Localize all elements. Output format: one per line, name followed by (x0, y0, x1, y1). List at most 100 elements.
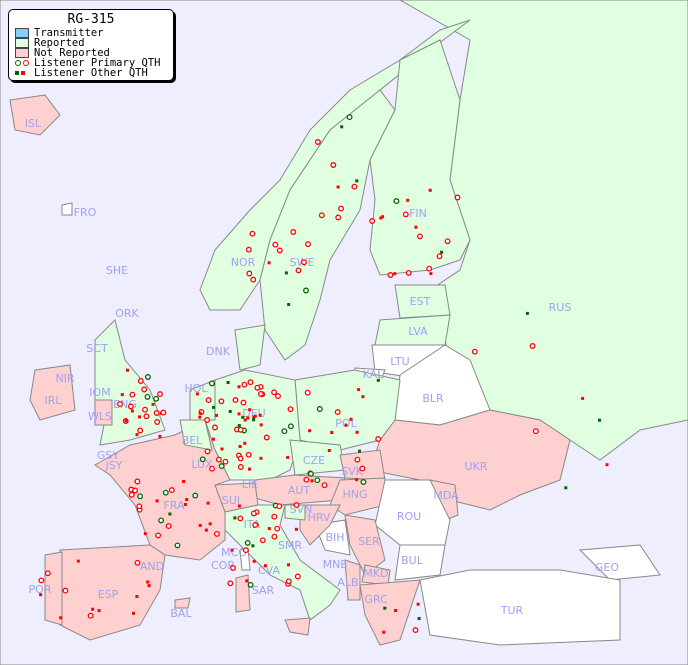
listener-primary-qth (237, 515, 244, 522)
listener-primary-qth (141, 386, 148, 393)
listener-primary-qth (155, 532, 162, 539)
country-label-sar: SAR (252, 584, 275, 597)
listener-primary-qth (318, 212, 325, 219)
country-label-geo: GEO (595, 561, 619, 574)
listener-other-qth (208, 522, 212, 526)
country-label-fra: FRA (163, 499, 185, 512)
listener-primary-qth (303, 287, 309, 294)
listener-primary-qth (246, 270, 253, 277)
country-label-mne: MNE (323, 558, 348, 571)
listener-other-qth (287, 303, 291, 306)
listener-other-qth (212, 405, 216, 409)
country-label-wls: WLS (88, 410, 112, 423)
listener-primary-qth (346, 114, 353, 121)
listener-primary-qth (274, 525, 281, 532)
country-label-kal: KAL (363, 368, 385, 381)
listener-primary-qth (212, 424, 218, 431)
listener-other-qth (253, 414, 257, 418)
listener-other-qth (182, 480, 186, 483)
listener-other-qth (382, 630, 386, 634)
listener-primary-qth (222, 458, 229, 465)
listener-other-qth (308, 429, 312, 433)
listener-primary-qth (252, 522, 259, 528)
listener-primary-qth (192, 492, 199, 499)
listener-other-qth (525, 311, 529, 315)
listener-other-qth (416, 602, 420, 606)
listener-other-qth (286, 455, 290, 459)
listener-primary-qth (369, 218, 376, 224)
country-isl (9, 94, 61, 136)
listener-primary-qth (144, 374, 151, 380)
listener-primary-qth (290, 229, 297, 235)
listener-primary-qth (335, 214, 342, 221)
country-label-aut: AUT (288, 484, 311, 497)
country-label-bel: BEL (182, 434, 203, 447)
listener-other-qth (258, 413, 262, 417)
country-label-ukr: UKR (465, 460, 488, 473)
listener-primary-qth (294, 573, 301, 580)
listener-other-qth (76, 559, 80, 563)
country-label-hol: HOL (184, 382, 208, 395)
listener-primary-qth (375, 436, 382, 442)
country-label-bul: BUL (401, 554, 424, 567)
country-label-she: SHE (106, 264, 128, 277)
listener-primary-qth (245, 451, 252, 458)
listener-other-qth (393, 272, 397, 276)
listener-primary-qth (209, 465, 215, 472)
listener-primary-qth (137, 493, 144, 500)
country-label-cze: CZE (303, 454, 325, 467)
listener-other-qth (355, 179, 359, 183)
country-label-ser: SER (358, 535, 380, 548)
country-label-sct: SCT (86, 342, 108, 355)
listener-primary-qth (259, 537, 266, 544)
country-label-alb: ALB (337, 576, 358, 589)
listener-primary-qth (204, 417, 211, 423)
listener-primary-qth (426, 265, 433, 272)
listener-primary-qth (241, 381, 248, 388)
listener-primary-qth (254, 384, 261, 391)
listener-other-qth (204, 528, 208, 532)
country-label-fin: FIN (409, 207, 427, 220)
listener-other-qth (358, 449, 361, 453)
listener-primary-qth (134, 559, 141, 566)
country-alb (344, 559, 361, 601)
country-hng (329, 477, 386, 516)
listener-primary-qth (199, 456, 206, 463)
listener-primary-qth (293, 502, 300, 509)
country-label-sui: SUI (222, 494, 240, 507)
country-label-smr: SMR (278, 539, 302, 552)
country-label-ork: ORK (115, 307, 139, 320)
listener-primary-qth (137, 427, 144, 434)
listener-other-qth (310, 479, 314, 483)
listener-other-qth (259, 423, 263, 427)
country-tur (419, 569, 621, 646)
reported-swatch (15, 38, 29, 48)
listener-primary-qth (129, 391, 136, 398)
listener-primary-qth (215, 456, 222, 463)
listener-primary-qth (153, 395, 160, 402)
listener-other-qth (381, 215, 385, 219)
listener-other-qth (230, 548, 234, 552)
listener-other-qth (198, 411, 202, 415)
listener-other-qth (185, 498, 189, 502)
country-label-ltu: LTU (390, 355, 409, 368)
listener-other-qth (132, 611, 135, 615)
listener-primary-qth (44, 570, 51, 577)
listener-primary-qth (213, 530, 220, 537)
country-hrv (299, 504, 341, 546)
listener-primary-qth (287, 406, 294, 413)
listener-primary-qth (276, 247, 283, 254)
listener-primary-qth (154, 419, 161, 425)
listener-other-qth (237, 385, 241, 389)
legend-other: Listener Other QTH (9, 68, 173, 78)
legend-not-reported: Not Reported (9, 48, 173, 58)
listener-other-qth (287, 563, 290, 567)
listener-primary-qth (257, 390, 264, 397)
listener-other-qth (284, 271, 288, 275)
country-label-irl: IRL (44, 394, 62, 407)
listener-other-qth (252, 418, 256, 422)
listener-other-qth (349, 417, 353, 421)
listener-primary-qth (230, 565, 236, 571)
listener-primary-qth (168, 487, 175, 494)
listener-primary-qth (237, 455, 244, 462)
